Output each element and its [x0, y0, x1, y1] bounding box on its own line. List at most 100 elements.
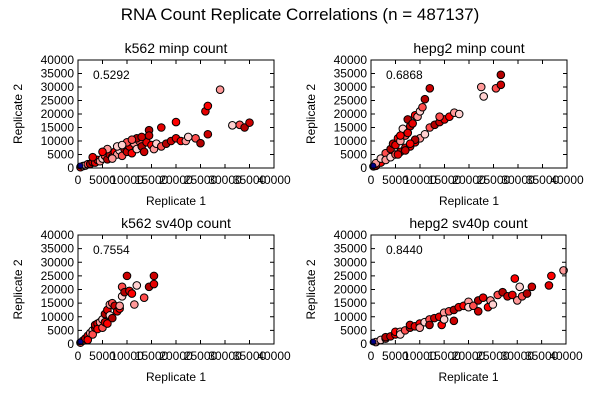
data-point: [228, 121, 237, 130]
x-tick-label: 0: [368, 173, 375, 187]
data-point: [473, 307, 483, 316]
y-tick-label: 10000: [334, 310, 368, 324]
x-tick-label: 30000: [501, 349, 535, 363]
y-tick-label: 30000: [334, 255, 368, 269]
y-tick-label: 25000: [334, 94, 368, 108]
x-tick-label: 35000: [233, 349, 267, 363]
x-axis-label: Replicate 1: [146, 194, 206, 208]
data-point: [245, 118, 254, 127]
x-axis-label: Replicate 1: [146, 370, 206, 384]
data-point: [425, 320, 434, 330]
data-point: [544, 281, 554, 290]
data-point: [171, 117, 181, 127]
x-tick-label: 20000: [452, 349, 486, 363]
data-point: [127, 289, 137, 298]
data-point: [117, 140, 127, 150]
data-point: [396, 131, 405, 140]
data-point: [420, 129, 430, 139]
data-point: [149, 279, 159, 289]
y-tick-label: 5000: [340, 323, 367, 337]
y-tick-label: 40000: [41, 228, 75, 242]
data-point: [435, 112, 444, 121]
data-point: [547, 271, 556, 281]
y-tick-label: 5000: [47, 148, 74, 162]
correlation-annotation: 0.8440: [386, 243, 423, 257]
x-tick-label: 5000: [89, 349, 116, 363]
y-tick-label: 15000: [41, 296, 75, 310]
y-tick-label: 25000: [41, 94, 75, 108]
y-tick-label: 20000: [41, 283, 75, 297]
y-tick-label: 40000: [334, 228, 368, 242]
y-axis-label: Replicate 2: [304, 84, 318, 144]
x-tick-label: 20000: [159, 173, 193, 187]
x-tick-label: 25000: [184, 173, 218, 187]
x-tick-label: 25000: [477, 173, 511, 187]
data-point: [515, 282, 524, 292]
data-point: [510, 274, 520, 283]
data-point: [522, 289, 532, 298]
data-point: [88, 152, 97, 162]
data-point: [508, 290, 517, 300]
data-point: [115, 301, 124, 311]
data-point: [203, 101, 213, 111]
data-point: [215, 85, 225, 94]
subplot-title: k562 sv40p count: [121, 215, 231, 231]
x-tick-label: 15000: [428, 173, 462, 187]
data-point: [144, 131, 154, 140]
x-tick-label: 15000: [135, 173, 169, 187]
x-tick-label: 25000: [184, 349, 218, 363]
data-point: [449, 316, 459, 326]
y-axis-label: Replicate 2: [304, 259, 318, 319]
y-tick-label: 0: [67, 161, 74, 175]
x-tick-label: 30000: [501, 173, 535, 187]
data-point: [476, 82, 486, 92]
x-tick-label: 0: [75, 349, 82, 363]
x-tick-label: 5000: [89, 173, 116, 187]
data-point: [98, 147, 107, 157]
correlation-annotation: 0.5292: [93, 68, 130, 82]
data-point: [108, 313, 117, 323]
data-point: [130, 300, 139, 309]
y-tick-label: 0: [360, 337, 367, 351]
y-tick-label: 40000: [41, 53, 75, 67]
y-tick-label: 35000: [41, 242, 75, 256]
y-tick-label: 20000: [334, 107, 368, 121]
data-point: [479, 92, 489, 101]
x-tick-label: 10000: [403, 173, 437, 187]
data-point: [454, 109, 464, 119]
y-tick-label: 5000: [47, 323, 74, 337]
y-tick-label: 35000: [334, 67, 368, 81]
data-point: [139, 293, 149, 302]
x-tick-label: 25000: [476, 349, 510, 363]
x-tick-label: 35000: [233, 173, 267, 187]
data-point: [139, 147, 149, 157]
data-point: [405, 139, 415, 148]
correlation-annotation: 0.6868: [386, 68, 423, 82]
x-tick-label: 40000: [257, 349, 291, 363]
scatter-points: [76, 271, 159, 347]
data-point: [108, 154, 117, 163]
data-point: [527, 282, 537, 292]
data-point: [137, 132, 146, 142]
data-point: [559, 266, 568, 275]
y-tick-label: 40000: [334, 53, 368, 67]
x-tick-label: 30000: [208, 349, 242, 363]
x-tick-label: 20000: [159, 349, 193, 363]
data-point: [439, 315, 449, 324]
data-point: [496, 80, 506, 90]
y-tick-label: 35000: [334, 242, 368, 256]
scatter-points: [369, 266, 568, 347]
correlation-annotation: 0.7554: [93, 243, 130, 257]
y-tick-label: 30000: [334, 80, 368, 94]
x-tick-label: 30000: [208, 173, 242, 187]
y-tick-label: 25000: [41, 269, 75, 283]
x-tick-label: 10000: [110, 173, 144, 187]
data-point: [183, 132, 193, 142]
x-tick-label: 10000: [110, 349, 144, 363]
y-tick-label: 35000: [41, 67, 75, 81]
x-tick-label: 0: [75, 173, 82, 187]
y-tick-label: 15000: [334, 296, 368, 310]
